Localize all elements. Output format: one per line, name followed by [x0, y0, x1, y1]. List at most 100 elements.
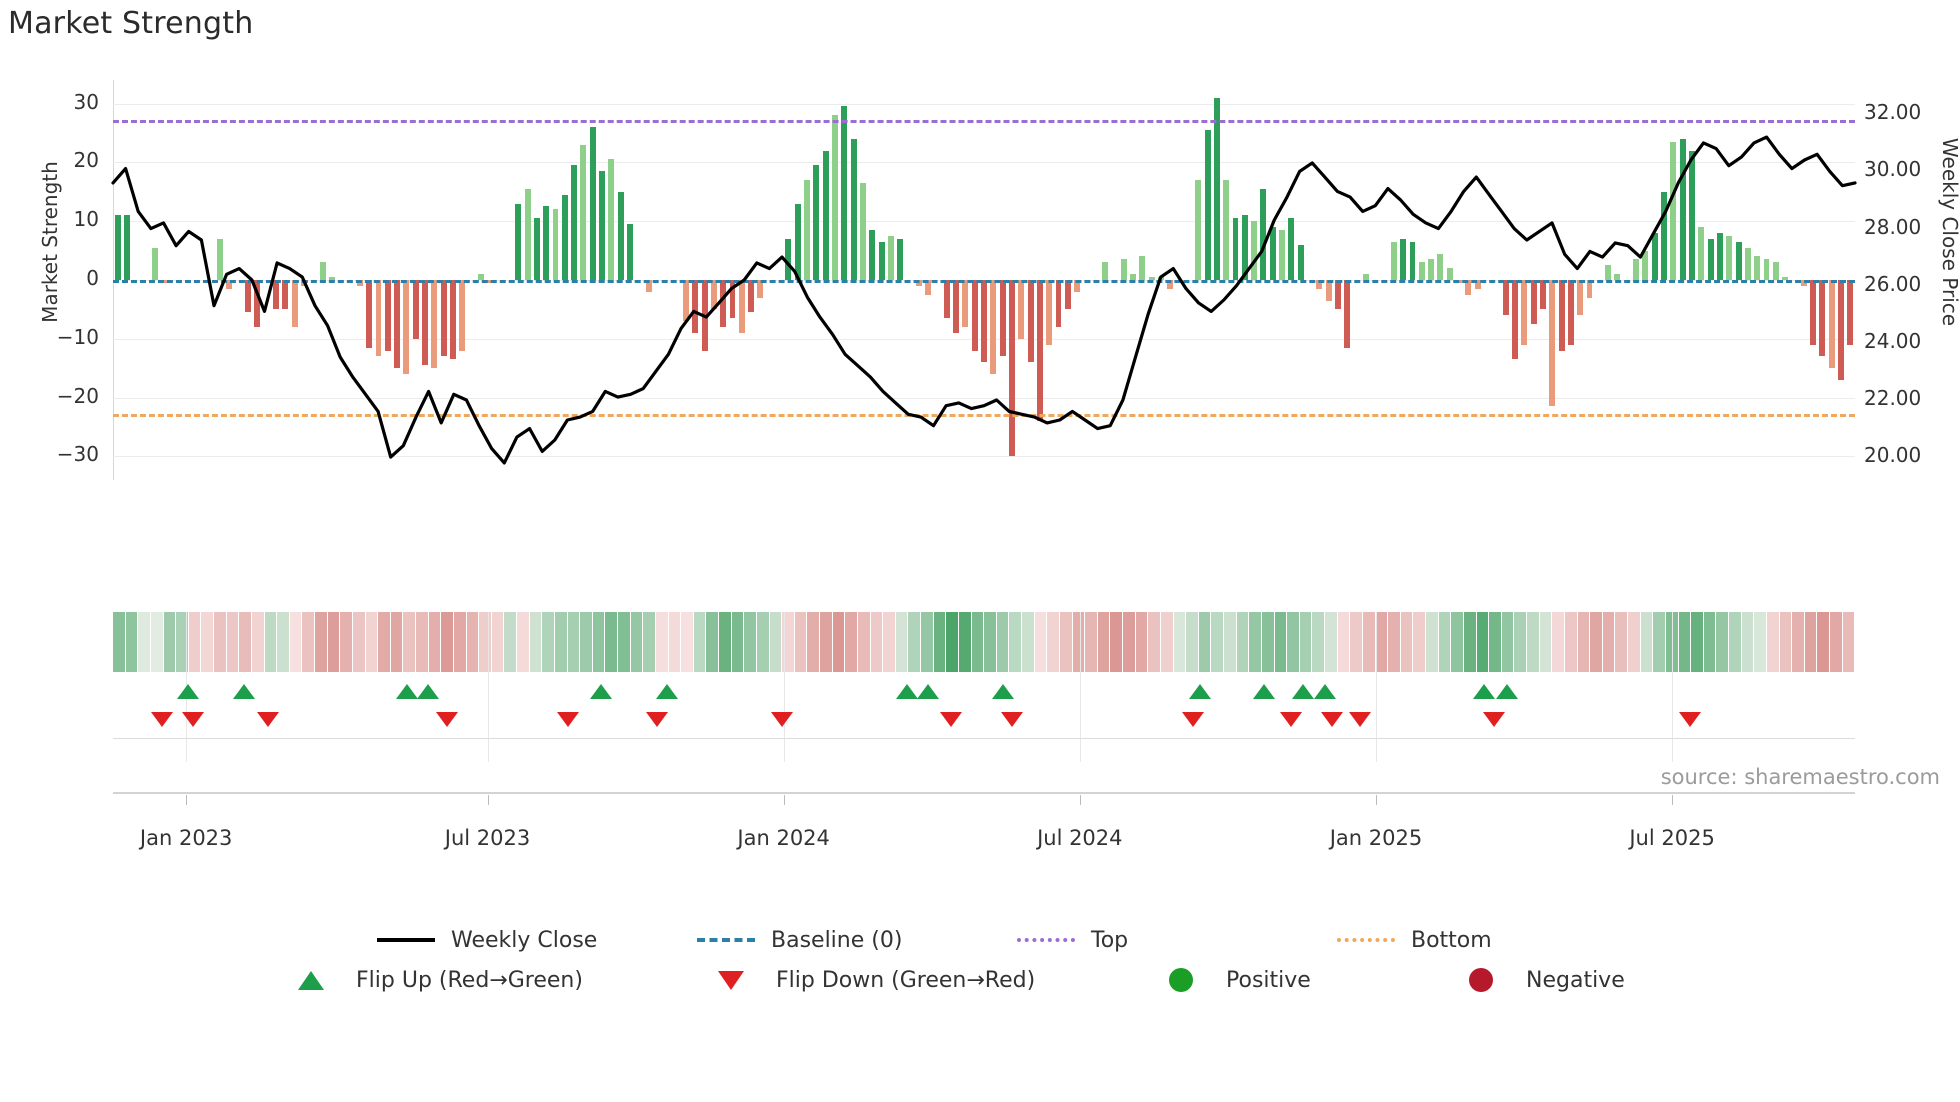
strength-bar: [887, 235, 894, 280]
heatmap-cell: [226, 612, 239, 672]
strength-bar: [1586, 280, 1593, 298]
heatmap-cell: [807, 612, 819, 672]
x-axis-tick-label: Jul 2024: [1037, 826, 1123, 850]
legend-label: Flip Up (Red→Green): [356, 967, 583, 993]
x-axis-tick-label: Jul 2023: [444, 826, 531, 850]
strength-bar: [1707, 238, 1714, 280]
strength-bar: [524, 188, 531, 280]
heatmap-cell: [1590, 612, 1602, 672]
heatmap-cell: [1198, 612, 1211, 672]
heatmap-cell: [239, 612, 251, 672]
strength-bar: [1465, 280, 1472, 295]
strength-bar: [617, 191, 624, 280]
strength-bar: [1642, 250, 1649, 280]
strength-bar: [1269, 227, 1276, 280]
flip-up-marker: [417, 684, 440, 699]
strength-bar: [114, 215, 121, 280]
strength-bar: [813, 165, 820, 280]
flip-down-marker: [1678, 712, 1701, 727]
heatmap-cell: [883, 612, 895, 672]
strength-bar: [1782, 277, 1789, 280]
legend-label: Flip Down (Green→Red): [776, 967, 1036, 993]
heatmap-cell: [1287, 612, 1299, 672]
vertical-gridline: [1672, 612, 1674, 762]
heatmap-cell: [1653, 612, 1665, 672]
legend-item[interactable]: Weekly Close: [375, 928, 625, 953]
source-note: source: sharemaestro.com: [1660, 765, 1940, 789]
heatmap-cell: [971, 612, 984, 672]
strength-bar: [328, 277, 335, 280]
heatmap-cell: [504, 612, 516, 672]
vertical-gridline: [1079, 612, 1081, 762]
flip-down-marker: [150, 712, 173, 727]
y-axis-right-tick: 20.00: [1864, 443, 1922, 468]
legend-row-primary: Weekly Close Baseline (0) Top Bottom: [0, 920, 1960, 960]
legend-label: Weekly Close: [451, 927, 598, 953]
heatmap-cell: [1009, 612, 1021, 672]
strength-bar: [990, 280, 997, 375]
strength-bar: [412, 280, 419, 339]
flip-up-marker: [1189, 684, 1211, 699]
heatmap-cell: [113, 612, 125, 672]
strength-bar: [1847, 280, 1854, 345]
strength-bar: [599, 171, 606, 280]
heatmap-cell: [1628, 612, 1640, 672]
strength-bar: [1567, 280, 1574, 345]
flip-down-marker: [1000, 712, 1023, 727]
legend-item[interactable]: Top: [1015, 928, 1265, 953]
heatmap-cell: [1072, 612, 1085, 672]
heatmap-cell: [895, 612, 908, 672]
heatmap-cell: [264, 612, 277, 672]
legend-item[interactable]: Baseline (0): [695, 928, 945, 953]
gridline: [113, 397, 1855, 399]
heatmap-cell: [416, 612, 428, 672]
heatmap-cell: [820, 612, 832, 672]
heatmap-cell: [1047, 612, 1059, 672]
legend-item[interactable]: Bottom: [1335, 928, 1585, 953]
heatmap-cell: [517, 612, 529, 672]
strength-bar: [1726, 235, 1733, 280]
flip-up-marker: [896, 684, 919, 699]
heatmap-cell: [605, 612, 617, 672]
heatmap-cell: [554, 612, 567, 672]
heatmap-cell: [1375, 612, 1388, 672]
strength-bar: [1418, 262, 1425, 280]
strength-bar: [971, 280, 978, 351]
heatmap-cell: [1539, 612, 1552, 672]
strength-bar: [1335, 280, 1341, 310]
legend-item[interactable]: Negative: [1450, 968, 1680, 993]
legend-item[interactable]: Positive: [1150, 968, 1380, 993]
heatmap-cell: [315, 612, 327, 672]
dark-red-circle-icon: [1450, 968, 1512, 992]
legend-item[interactable]: Flip Down (Green→Red): [700, 968, 1080, 993]
heatmap-cell: [1249, 612, 1261, 672]
flip-down-marker: [1483, 712, 1506, 727]
strength-bar: [1828, 280, 1835, 369]
legend-item[interactable]: Flip Up (Red→Green): [280, 968, 630, 993]
vertical-gridline: [487, 612, 489, 762]
heatmap-cell: [996, 612, 1009, 672]
strength-bar: [1223, 180, 1230, 280]
strength-bar: [394, 280, 401, 369]
x-axis-tick-label: Jan 2024: [737, 826, 830, 850]
heatmap-cell: [1224, 612, 1236, 672]
strength-bar: [533, 218, 540, 280]
flip-up-marker: [396, 684, 419, 699]
green-up-triangle-icon: [280, 969, 342, 991]
strength-bar: [1036, 280, 1043, 422]
strength-bar: [1446, 268, 1453, 280]
flip-up-marker: [1291, 684, 1314, 699]
heatmap-cell: [756, 612, 769, 672]
strength-heatmap-strip: [113, 612, 1855, 672]
flip-down-marker: [770, 712, 793, 727]
legend-label: Negative: [1526, 967, 1625, 993]
strength-bar: [1549, 280, 1556, 407]
heatmap-cell: [1451, 612, 1463, 672]
y-axis-left-tick: −30: [56, 442, 99, 467]
flip-down-marker: [1349, 712, 1372, 727]
heatmap-cell: [946, 612, 958, 672]
heatmap-cell: [1362, 612, 1375, 672]
heatmap-cell: [1602, 612, 1615, 672]
strength-bar: [282, 280, 289, 310]
strength-bar: [897, 238, 904, 280]
